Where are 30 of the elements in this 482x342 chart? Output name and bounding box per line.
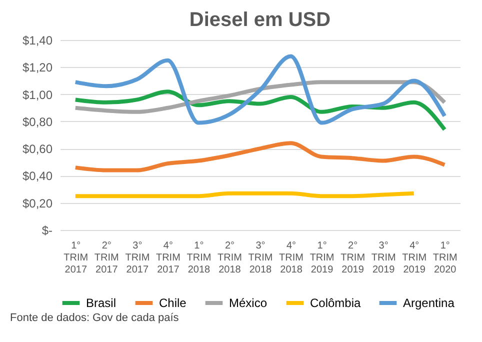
x-tick-label: 4° TRIM 2019 [402,240,427,276]
legend-label: Argentina [403,296,455,310]
x-tick-label: 1° TRIM 2019 [310,240,334,276]
x-tick-label: 2° TRIM 2019 [340,240,366,276]
x-tick-label: 1° TRIM 2018 [186,240,212,276]
y-tick-label: $1,00 [22,88,53,102]
legend-label: México [229,296,268,310]
x-tick-label: 3° TRIM 2019 [371,240,396,276]
x-tick-label: 4° TRIM 2018 [279,240,304,276]
x-tick-label: 1° TRIM 2020 [432,240,458,276]
x-tick-label: 3° TRIM 2017 [125,240,150,276]
legend-label: Brasil [86,296,116,310]
y-tick-label: $0,20 [22,196,53,210]
x-tick-label: 3° TRIM 2018 [248,240,273,276]
chart-title: Diesel em USD [189,9,331,31]
y-tick-label: $0,40 [22,169,53,184]
legend-label: Colômbia [310,296,362,310]
line-series [73,54,447,125]
x-tick-label: 2° TRIM 2018 [218,240,242,276]
y-tick-label: $0,80 [22,114,53,129]
x-tick-label: 4° TRIM 2017 [156,240,180,276]
source-note: Fonte de dados: Gov de cada país [10,312,180,324]
legend-label: Chile [159,296,187,310]
line-series [73,141,447,172]
x-tick-label: 1° TRIM 2017 [64,240,88,276]
y-tick-label: $1,20 [22,60,53,75]
y-tick-label: $- [42,224,52,238]
y-tick-label: $1,40 [22,34,53,48]
y-tick-label: $0,60 [22,142,53,156]
x-tick-label: 2° TRIM 2017 [94,240,119,276]
